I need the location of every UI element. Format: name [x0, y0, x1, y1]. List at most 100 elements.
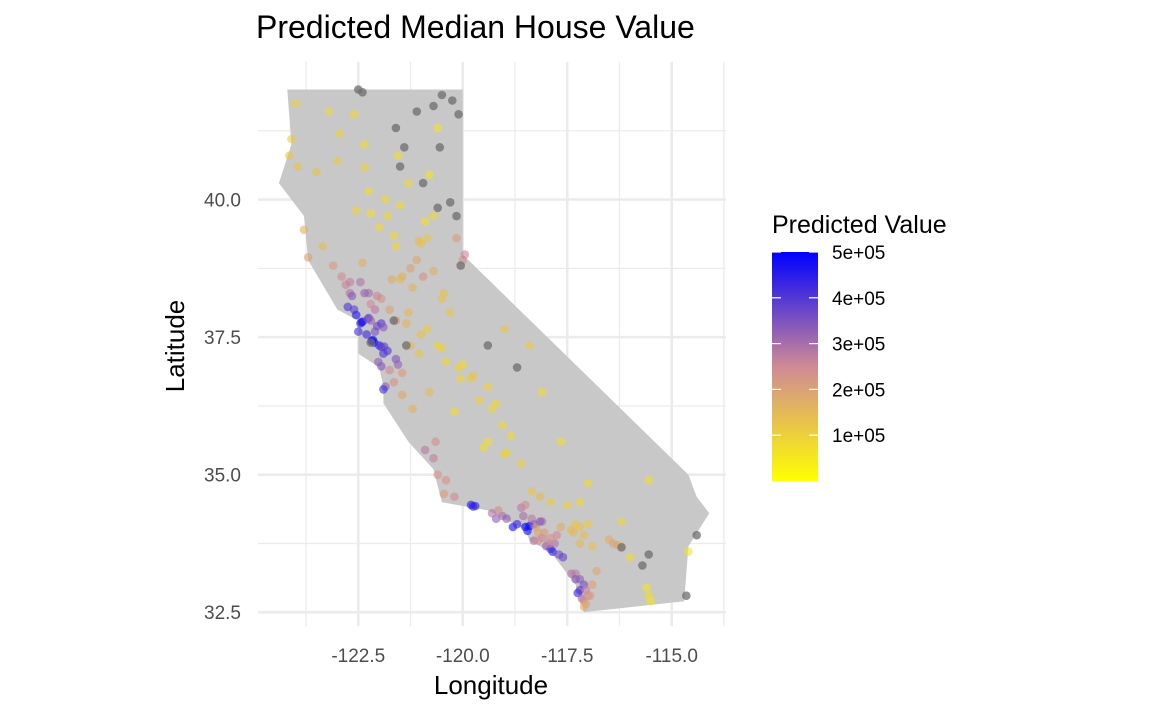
data-point [498, 420, 507, 430]
data-point [506, 431, 516, 441]
data-point [395, 162, 405, 171]
data-point [692, 530, 701, 540]
legend-label: 5e+05 [832, 243, 885, 264]
data-point [588, 541, 597, 551]
data-point [571, 574, 580, 584]
data-point [456, 374, 466, 383]
data-point [429, 266, 438, 276]
data-point [402, 319, 411, 328]
data-point [441, 475, 451, 485]
data-point [360, 288, 369, 298]
data-point [433, 470, 443, 480]
data-point [299, 225, 309, 235]
data-point [391, 242, 401, 251]
data-point [452, 211, 461, 221]
data-point [389, 316, 399, 325]
data-point [303, 252, 313, 262]
x-tick-label: -120.0 [436, 646, 490, 667]
data-point [483, 437, 493, 447]
data-point [397, 390, 407, 400]
y-tick-label: 37.5 [204, 328, 241, 349]
data-point [429, 211, 438, 221]
data-point [285, 151, 294, 160]
data-point [439, 489, 449, 499]
data-point [324, 107, 334, 116]
data-point [525, 341, 534, 350]
data-point [391, 123, 401, 133]
data-point [433, 203, 443, 213]
data-point [393, 360, 403, 369]
data-point [483, 341, 493, 350]
data-point [644, 475, 653, 485]
data-point [360, 140, 369, 149]
data-point [356, 277, 365, 287]
data-point [638, 561, 647, 570]
data-point [393, 151, 403, 160]
data-point [385, 365, 394, 375]
data-point [379, 349, 388, 358]
data-point [684, 547, 693, 556]
legend-label: 2e+05 [832, 380, 885, 401]
data-point [333, 156, 342, 166]
data-points [285, 85, 701, 611]
data-point [433, 341, 443, 350]
data-point [385, 305, 394, 314]
data-point [523, 526, 532, 536]
data-point [366, 316, 376, 325]
data-point [416, 330, 426, 339]
data-point [387, 275, 397, 284]
data-point [429, 101, 438, 111]
data-point [360, 163, 369, 172]
data-point [608, 539, 618, 548]
data-point [575, 539, 585, 548]
data-point [312, 167, 321, 177]
data-point [454, 110, 463, 119]
data-point [546, 497, 555, 507]
data-point [575, 585, 585, 595]
data-point [441, 357, 451, 367]
data-point [293, 162, 303, 171]
data-point [389, 377, 399, 387]
data-point [345, 277, 355, 287]
data-point [592, 566, 601, 576]
data-point [366, 299, 376, 309]
data-point [682, 591, 691, 600]
data-point [535, 492, 545, 502]
data-point [512, 363, 522, 372]
data-point [402, 341, 411, 350]
data-point [617, 517, 626, 526]
data-point [500, 324, 509, 334]
data-point [475, 396, 484, 405]
chart-title: Predicted Median House Value [256, 9, 695, 45]
data-point [395, 200, 405, 210]
data-point [552, 530, 562, 540]
data-point [347, 291, 357, 301]
data-point [562, 500, 572, 510]
data-point [404, 178, 413, 188]
data-point [483, 382, 493, 391]
data-point [379, 385, 388, 394]
data-point [512, 519, 522, 529]
data-point [420, 445, 430, 455]
data-point [575, 497, 585, 507]
data-point [517, 459, 526, 469]
data-point [521, 500, 530, 510]
data-point [450, 492, 459, 502]
data-point [527, 486, 536, 496]
data-point [569, 528, 578, 537]
legend-ticks [772, 251, 818, 436]
data-point [583, 519, 593, 529]
data-point [556, 437, 566, 447]
data-point [318, 242, 328, 251]
data-point [454, 363, 463, 372]
data-point [502, 514, 511, 523]
data-point [372, 291, 382, 301]
data-point [585, 591, 595, 600]
data-point [544, 539, 553, 548]
data-point [414, 349, 424, 358]
data-point [487, 404, 497, 414]
data-point [358, 258, 367, 268]
x-tick-label: -117.5 [541, 646, 593, 667]
data-point [422, 233, 432, 243]
